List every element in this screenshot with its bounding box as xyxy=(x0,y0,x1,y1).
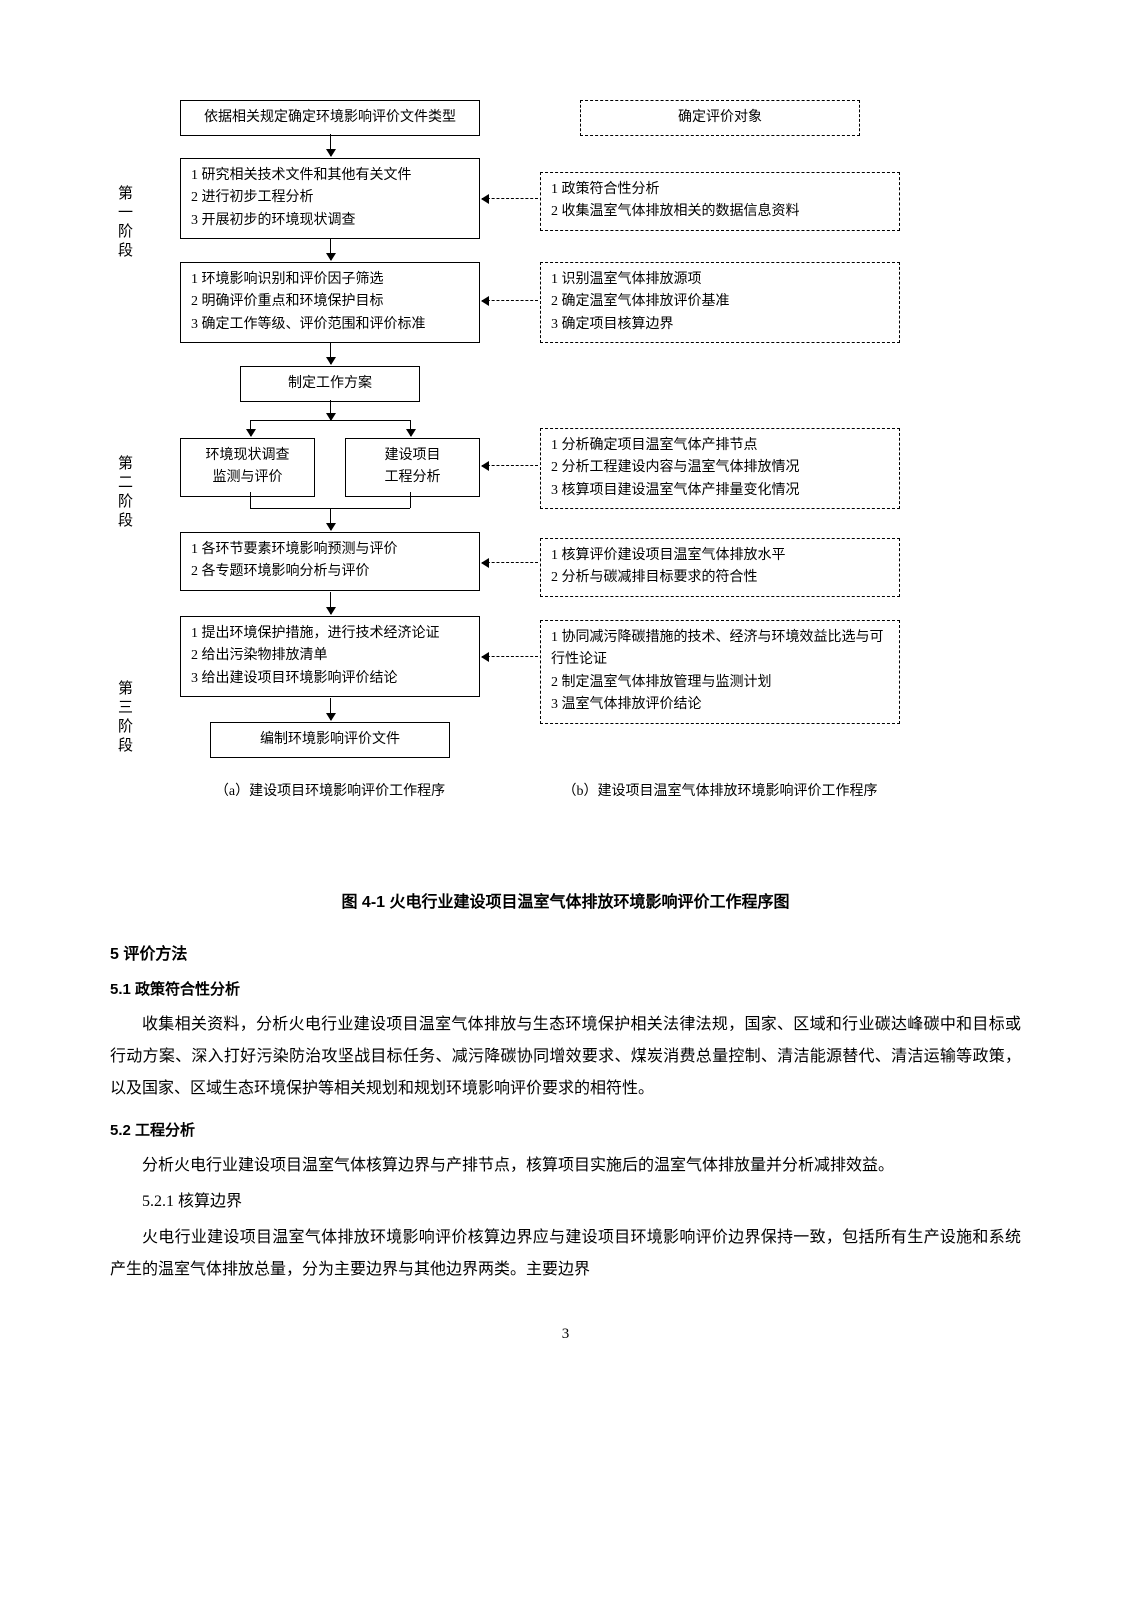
arrow xyxy=(410,420,411,436)
stage-label-1: 第一阶段 xyxy=(110,185,137,261)
dash-arrow-3 xyxy=(482,465,538,466)
arrow xyxy=(330,508,331,530)
line xyxy=(410,492,411,508)
para-5-2-1: 分析火电行业建设项目温室气体核算边界与产排节点，核算项目实施后的温室气体排放量并… xyxy=(110,1150,1021,1182)
figure-caption: 图 4-1 火电行业建设项目温室气体排放环境影响评价工作程序图 xyxy=(110,888,1021,912)
left-caption: （a）建设项目环境影响评价工作程序 xyxy=(180,780,480,800)
stage-label-2: 第二阶段 xyxy=(110,455,137,531)
dash-arrow-2 xyxy=(482,300,538,301)
arrow xyxy=(330,592,331,614)
arrow xyxy=(250,420,251,436)
left-b8: 编制环境影响评价文件 xyxy=(210,722,450,758)
right-r2: 1 政策符合性分析 2 收集温室气体排放相关的数据信息资料 xyxy=(540,172,900,231)
split-hline xyxy=(250,420,410,421)
left-b2: 1 研究相关技术文件和其他有关文件 2 进行初步工程分析 3 开展初步的环境现状… xyxy=(180,158,480,239)
arrow xyxy=(330,238,331,260)
left-b3: 1 环境影响识别和评价因子筛选 2 明确评价重点和环境保护目标 3 确定工作等级… xyxy=(180,262,480,343)
heading-5-1: 5.1 政策符合性分析 xyxy=(110,978,1021,999)
right-r6: 1 协同减污降碳措施的技术、经济与环境效益比选与可行性论证 2 制定温室气体排放… xyxy=(540,620,900,724)
right-caption: （b）建设项目温室气体排放环境影响评价工作程序 xyxy=(530,780,910,800)
dash-arrow-1 xyxy=(482,198,538,199)
right-r4: 1 分析确定项目温室气体产排节点 2 分析工程建设内容与温室气体排放情况 3 核… xyxy=(540,428,900,509)
heading-5-2: 5.2 工程分析 xyxy=(110,1119,1021,1140)
left-b5b: 建设项目 工程分析 xyxy=(345,438,480,497)
page-number: 3 xyxy=(110,1326,1021,1343)
heading-5-2-1: 5.2.1 核算边界 xyxy=(110,1186,1021,1218)
arrow xyxy=(330,400,331,420)
arrow xyxy=(330,134,331,156)
stage-label-3: 第三阶段 xyxy=(110,680,137,756)
right-r3: 1 识别温室气体排放源项 2 确定温室气体排放评价基准 3 确定项目核算边界 xyxy=(540,262,900,343)
arrow xyxy=(330,698,331,720)
left-b1: 依据相关规定确定环境影响评价文件类型 xyxy=(180,100,480,136)
left-b6: 1 各环节要素环境影响预测与评价 2 各专题环境影响分析与评价 xyxy=(180,532,480,591)
flowchart: 第一阶段 第二阶段 第三阶段 依据相关规定确定环境影响评价文件类型 1 研究相关… xyxy=(110,100,1021,870)
line xyxy=(250,492,251,508)
para-5-2-1b: 火电行业建设项目温室气体排放环境影响评价核算边界应与建设项目环境影响评价边界保持… xyxy=(110,1222,1021,1286)
left-b7: 1 提出环境保护措施，进行技术经济论证 2 给出污染物排放清单 3 给出建设项目… xyxy=(180,616,480,697)
para-5-1: 收集相关资料，分析火电行业建设项目温室气体排放与生态环境保护相关法律法规，国家、… xyxy=(110,1009,1021,1105)
left-b5a: 环境现状调查 监测与评价 xyxy=(180,438,315,497)
heading-5: 5 评价方法 xyxy=(110,940,1021,964)
dash-arrow-4 xyxy=(482,562,538,563)
arrow xyxy=(330,342,331,364)
right-r1: 确定评价对象 xyxy=(580,100,860,136)
right-r5: 1 核算评价建设项目温室气体排放水平 2 分析与碳减排目标要求的符合性 xyxy=(540,538,900,597)
dash-arrow-5 xyxy=(482,656,538,657)
left-b4: 制定工作方案 xyxy=(240,366,420,402)
